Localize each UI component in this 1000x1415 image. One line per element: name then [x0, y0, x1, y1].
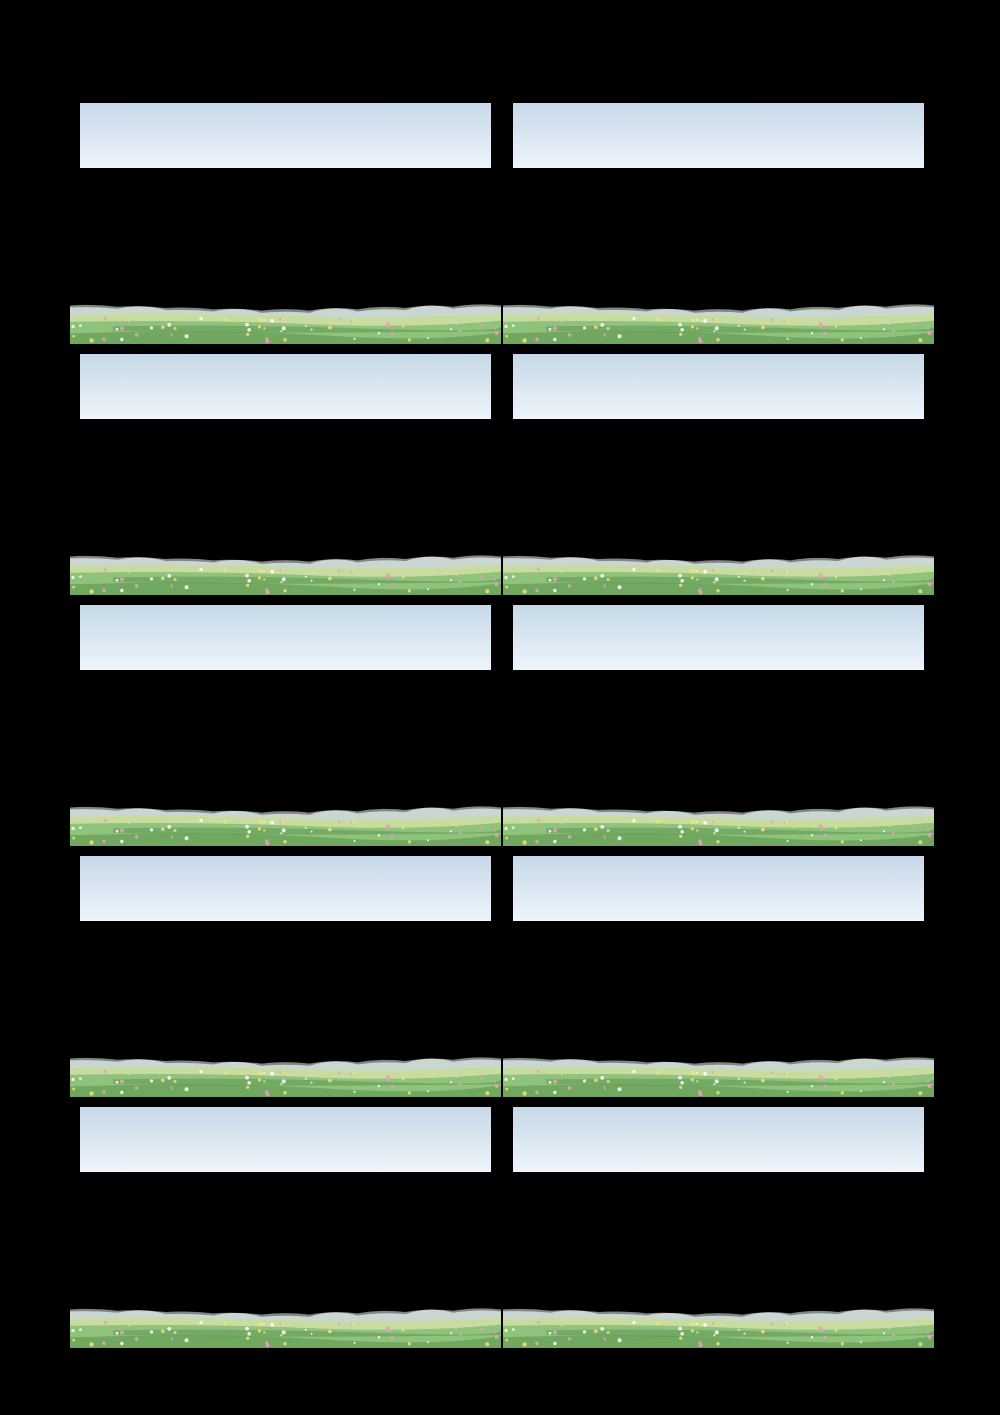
sky-band — [70, 597, 501, 670]
ground-band — [70, 788, 501, 846]
ground-band — [503, 788, 934, 846]
middle-band — [503, 670, 934, 789]
card-grid — [69, 94, 935, 1349]
middle-band — [70, 168, 501, 287]
card — [69, 345, 502, 596]
sky-band — [503, 1099, 934, 1172]
ground-band — [70, 1039, 501, 1097]
card — [502, 94, 935, 345]
sky-band — [70, 95, 501, 168]
middle-band — [70, 1172, 501, 1291]
card — [502, 596, 935, 847]
sky-band — [503, 346, 934, 419]
middle-band — [503, 1172, 934, 1291]
middle-band — [503, 168, 934, 287]
ground-band — [70, 1290, 501, 1348]
sky-band — [70, 1099, 501, 1172]
ground-band — [503, 286, 934, 344]
middle-band — [503, 921, 934, 1040]
card — [69, 596, 502, 847]
card — [502, 1098, 935, 1349]
sky-band — [70, 346, 501, 419]
sky-band — [70, 848, 501, 921]
middle-band — [503, 419, 934, 538]
label-sheet — [0, 0, 1000, 1415]
card — [69, 94, 502, 345]
card — [69, 847, 502, 1098]
ground-band — [503, 1290, 934, 1348]
sky-band — [503, 597, 934, 670]
ground-band — [70, 537, 501, 595]
middle-band — [70, 921, 501, 1040]
sky-band — [503, 95, 934, 168]
card — [69, 1098, 502, 1349]
middle-band — [70, 670, 501, 789]
ground-band — [70, 286, 501, 344]
card — [502, 847, 935, 1098]
ground-band — [503, 1039, 934, 1097]
sky-band — [503, 848, 934, 921]
card — [502, 345, 935, 596]
middle-band — [70, 419, 501, 538]
ground-band — [503, 537, 934, 595]
